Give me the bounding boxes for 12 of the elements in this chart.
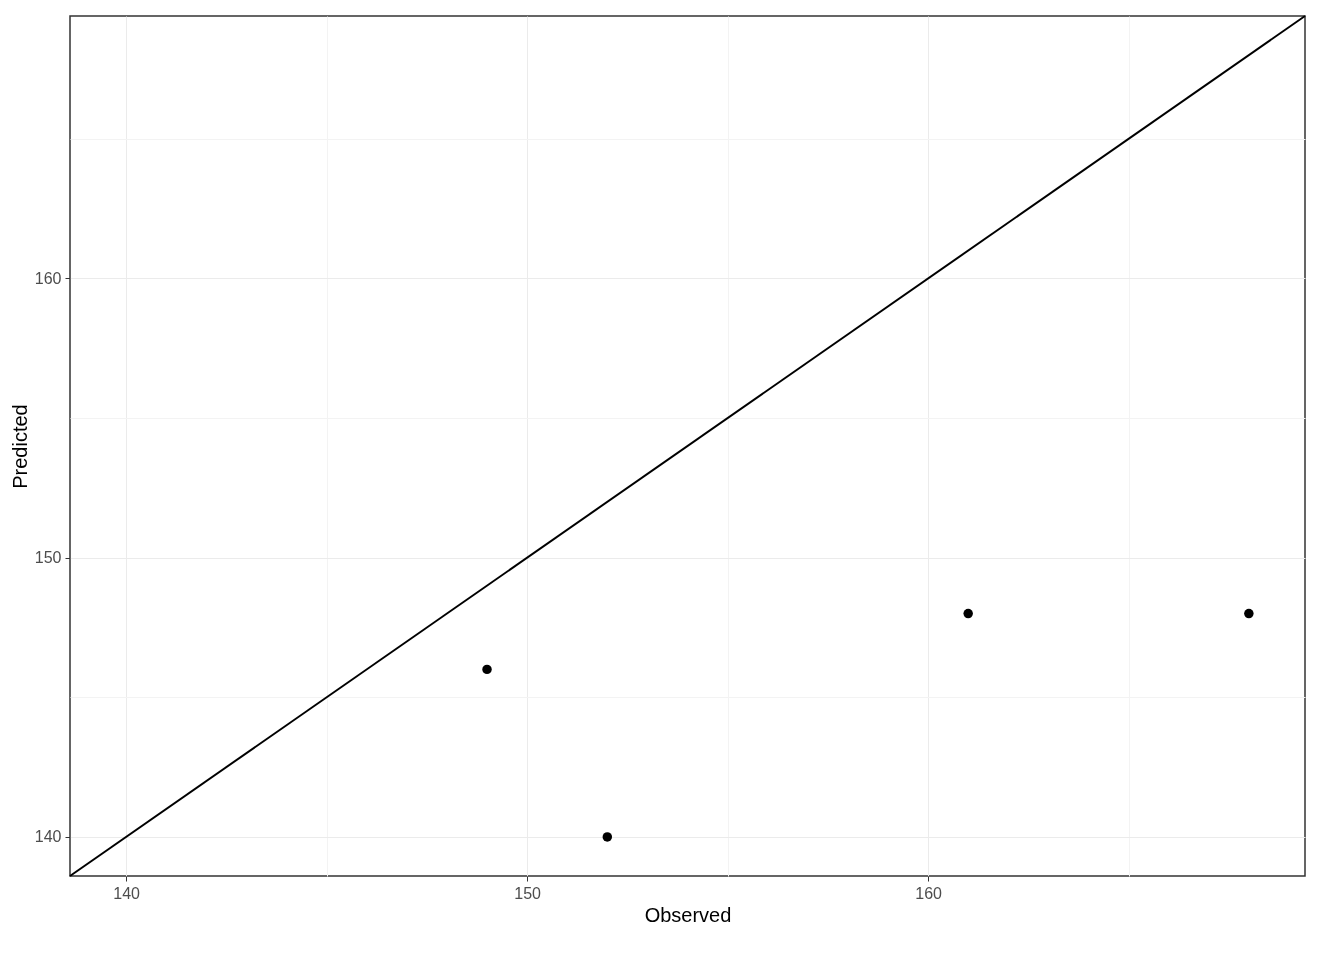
y-tick-label: 160	[34, 269, 62, 287]
x-tick-label: 140	[113, 884, 141, 902]
x-tick-label: 160	[915, 884, 943, 902]
point	[963, 608, 973, 619]
point	[1244, 608, 1254, 619]
point	[602, 832, 613, 842]
y-tick-label: 150	[34, 549, 62, 567]
y-axis-title: Predicted	[8, 404, 31, 489]
point	[482, 664, 492, 675]
x-axis-title: Observed	[644, 903, 732, 926]
x-tick-label: 150	[514, 884, 542, 902]
y-tick-label: 140	[34, 828, 62, 846]
